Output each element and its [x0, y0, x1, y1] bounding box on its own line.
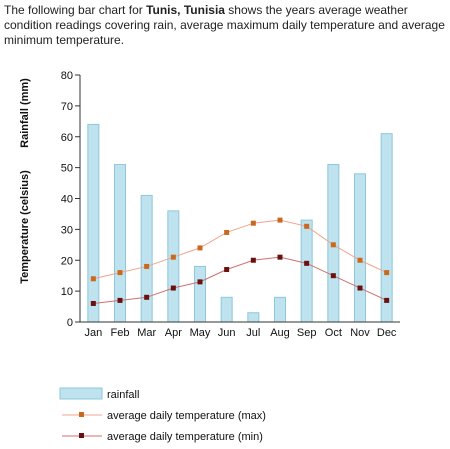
legend-rainfall-label: rainfall	[107, 389, 139, 401]
intro-city: Tunis, Tunisia	[146, 3, 225, 17]
min-temperature-point	[224, 267, 230, 273]
rainfall-bar	[140, 194, 153, 323]
rainfall-bar	[274, 296, 286, 323]
x-tick-label: Jan	[84, 327, 102, 339]
y-tick-label: 80	[61, 70, 73, 82]
y-axis-label-rainfall: Rainfall (mm)	[19, 78, 31, 148]
max-temperature-point	[250, 220, 256, 226]
min-temperature-point	[277, 254, 283, 260]
min-temperature-point	[144, 294, 150, 300]
rainfall-bar	[87, 123, 100, 323]
y-tick-label: 50	[61, 163, 73, 175]
max-temperature-point	[224, 229, 230, 235]
y-tick-label: 60	[61, 132, 73, 144]
min-temperature-line	[93, 256, 387, 304]
legend-rainfall-swatch	[59, 387, 103, 400]
min-temperature-point	[250, 257, 256, 263]
min-temperature-point	[384, 297, 390, 303]
rainfall-bar	[380, 133, 393, 323]
min-temperature-point	[90, 300, 96, 306]
rainfall-bar	[194, 265, 206, 323]
y-tick-label: 70	[61, 101, 73, 113]
max-temperature-point	[90, 276, 96, 282]
x-tick-labels: Jan Feb Mar Apr May Jun Jul Aug Sep Oct Nov Dec	[84, 327, 396, 339]
x-tick-label: Jul	[246, 327, 260, 339]
x-tick-label: Apr	[165, 327, 182, 339]
temperature-lines	[90, 217, 390, 306]
max-temperature-point	[357, 257, 363, 263]
y-tick-label: 20	[61, 255, 73, 267]
x-tick-label: Jun	[218, 327, 236, 339]
max-temperature-line	[93, 219, 387, 280]
rainfall-bar	[300, 219, 313, 323]
max-temperature-point	[330, 242, 336, 248]
rainfall-bar	[220, 296, 233, 323]
y-tick-label: 10	[61, 286, 73, 298]
y-tick-label: 40	[61, 194, 73, 206]
y-tick-label: 30	[61, 224, 73, 236]
max-temperature-point	[384, 270, 390, 276]
x-tick-label: Sep	[297, 327, 317, 339]
intro-text-before: The following bar chart for	[4, 3, 147, 17]
rainfall-bar	[247, 312, 260, 323]
min-temperature-point	[304, 260, 310, 266]
rainfall-bars	[87, 123, 393, 323]
min-temperature-point	[197, 279, 203, 285]
legend-min-label: average daily temperature (min)	[107, 431, 263, 443]
max-temperature-point	[277, 217, 283, 223]
min-temperature-point	[170, 285, 176, 291]
legend-max-marker	[79, 412, 84, 417]
max-temperature-point	[197, 245, 203, 251]
y-axis-label-temperature: Temperature (celsius)	[19, 170, 31, 284]
x-tick-label: Dec	[377, 327, 397, 339]
x-tick-label: Nov	[350, 327, 370, 339]
x-tick-label: Aug	[270, 327, 290, 339]
min-temperature-point	[357, 285, 363, 291]
rainfall-bar	[354, 173, 366, 323]
y-tick-labels: 0 10 20 30 40 50 60 70 80	[61, 70, 73, 329]
x-tick-label: Mar	[137, 327, 156, 339]
rainfall-bar	[167, 210, 180, 323]
max-temperature-point	[144, 263, 150, 269]
chart-legend: rainfall average daily temperature (max)…	[59, 387, 266, 443]
x-tick-label: Oct	[325, 327, 342, 339]
max-temperature-point	[170, 254, 176, 260]
x-tick-label: Feb	[111, 327, 130, 339]
y-tick-label: 0	[67, 317, 73, 329]
max-temperature-point	[304, 223, 310, 229]
min-temperature-point	[330, 273, 336, 279]
legend-min-marker	[79, 433, 84, 438]
chart-axes	[75, 74, 400, 323]
min-temperature-point	[117, 297, 123, 303]
chart-description: The following bar chart for Tunis, Tunis…	[4, 3, 446, 48]
intro-text-after: shows the years average weather conditio…	[4, 3, 445, 47]
legend-max-label: average daily temperature (max)	[107, 410, 266, 422]
max-temperature-point	[117, 270, 123, 276]
x-tick-label: May	[190, 327, 211, 339]
